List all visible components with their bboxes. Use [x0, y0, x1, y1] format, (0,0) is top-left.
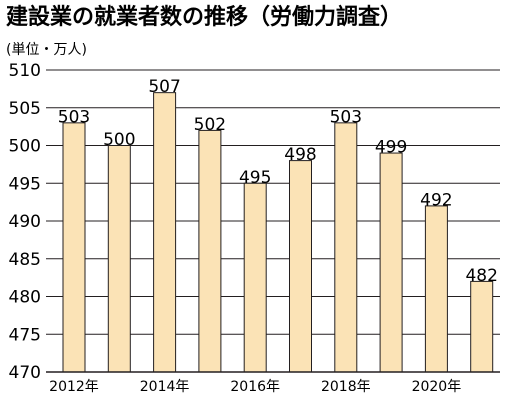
- data-label: 500: [103, 130, 135, 150]
- data-label: 482: [465, 266, 497, 286]
- bar: [62, 122, 86, 373]
- x-tick-label: 2018年: [321, 379, 371, 395]
- y-axis-ticks: 470 475 480 485 490 495 500 505 510: [9, 61, 41, 383]
- y-tick-label: 510: [9, 61, 41, 81]
- y-tick-label: 480: [9, 288, 41, 308]
- unit-label: (単位・万人): [6, 42, 87, 58]
- bar: [334, 122, 358, 373]
- data-label: 507: [148, 77, 180, 97]
- bar: [107, 145, 131, 373]
- y-tick-label: 475: [9, 325, 41, 345]
- x-tick-label: 2012年: [49, 379, 99, 395]
- bar: [424, 205, 448, 373]
- y-tick-label: 470: [9, 363, 41, 383]
- x-tick-label: 2014年: [140, 379, 190, 395]
- bar: [198, 129, 222, 373]
- y-tick-label: 500: [9, 137, 41, 157]
- data-labels: 503 500 507 502 495 498 503 499 492 482: [58, 77, 498, 286]
- bar: [289, 160, 312, 373]
- data-label: 492: [420, 190, 452, 210]
- x-tick-label: 2016年: [230, 379, 280, 395]
- data-label: 503: [330, 107, 362, 127]
- y-tick-label: 490: [9, 212, 41, 232]
- data-label: 502: [194, 115, 226, 135]
- bar: [379, 152, 403, 373]
- y-tick-label: 495: [9, 174, 41, 194]
- data-label: 503: [58, 107, 90, 127]
- bar: [243, 182, 267, 373]
- bar: [470, 280, 494, 373]
- data-label: 499: [375, 138, 407, 158]
- bars: [62, 92, 494, 373]
- data-label: 498: [284, 145, 316, 165]
- x-axis-ticks: 2012年 2014年 2016年 2018年 2020年: [49, 379, 461, 395]
- y-tick-label: 505: [9, 99, 41, 119]
- bar: [153, 92, 177, 373]
- data-label: 495: [239, 168, 271, 188]
- chart-title: 建設業の就業者数の推移（労働力調査）: [6, 4, 402, 30]
- y-tick-label: 485: [9, 250, 41, 270]
- x-tick-label: 2020年: [412, 379, 462, 395]
